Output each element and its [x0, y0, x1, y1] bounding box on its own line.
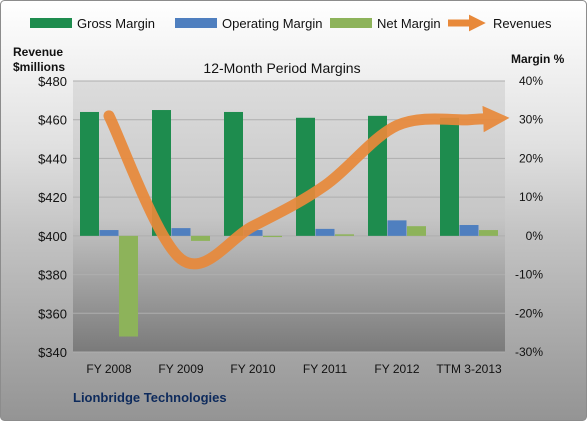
bar-net-margin [263, 235, 282, 238]
left-tick-label: $380 [38, 268, 67, 283]
bar-operating-margin [315, 228, 335, 236]
category-tick-label: FY 2011 [303, 362, 348, 376]
left-tick-label: $420 [38, 190, 67, 205]
bar-gross-margin [440, 117, 459, 236]
bar-operating-margin [243, 230, 263, 236]
legend-label-gross-margin: Gross Margin [77, 16, 155, 31]
bar-net-margin [191, 235, 210, 241]
bar-gross-margin [296, 117, 315, 236]
bar-net-margin [407, 226, 426, 236]
left-tick-label: $400 [38, 229, 67, 244]
bar-net-margin [335, 234, 354, 236]
footer-company: Lionbridge Technologies [73, 390, 227, 405]
line-revenues [103, 105, 510, 270]
plot-area [73, 81, 505, 352]
chart-title: 12-Month Period Margins [203, 60, 360, 76]
right-tick-label: -10% [515, 268, 543, 282]
right-tick-label: 0% [526, 229, 544, 243]
bar-operating-margin [99, 230, 119, 236]
legend-label-net-margin: Net Margin [377, 16, 441, 31]
bar-series [80, 110, 498, 337]
legend-label-revenues: Revenues [493, 16, 552, 31]
legend-swatch-gross-margin [30, 18, 72, 28]
left-tick-label: $340 [38, 345, 67, 360]
bar-operating-margin [171, 228, 191, 236]
category-tick-label: FY 2010 [230, 362, 275, 376]
legend-swatch-operating-margin [175, 18, 217, 28]
legend-swatch-net-margin [330, 18, 372, 28]
legend-label-operating-margin: Operating Margin [222, 16, 322, 31]
left-tick-label: $480 [38, 74, 67, 89]
right-tick-label: -20% [515, 306, 543, 320]
bar-gross-margin [80, 111, 99, 236]
bar-net-margin [479, 230, 498, 236]
left-tick-label: $460 [38, 113, 67, 128]
right-axis-ticks: -30% -20% -10% 0% 10% 20% 30% 40% [515, 74, 543, 359]
category-tick-label: FY 2008 [86, 362, 131, 376]
bar-operating-margin [387, 220, 407, 236]
left-axis-title-line1: Revenue [13, 45, 63, 59]
category-tick-label: FY 2009 [158, 362, 203, 376]
left-axis-title-line2: $millions [13, 60, 65, 74]
left-tick-label: $440 [38, 151, 67, 166]
category-tick-label: TTM 3-2013 [436, 362, 502, 376]
left-tick-label: $360 [38, 306, 67, 321]
right-tick-label: -30% [515, 345, 543, 359]
bar-gross-margin [224, 111, 243, 236]
revenue-line [103, 105, 510, 270]
right-tick-label: 30% [519, 113, 543, 127]
bar-gross-margin [152, 110, 171, 236]
bar-operating-margin [459, 225, 479, 236]
right-axis-title: Margin % [511, 52, 565, 66]
category-tick-label: FY 2012 [374, 362, 419, 376]
left-axis-ticks: $340 $360 $380 $400 $420 $440 $460 $480 [38, 74, 67, 360]
right-tick-label: 10% [519, 190, 543, 204]
right-tick-label: 20% [519, 151, 543, 165]
category-axis-ticks: FY 2008 FY 2009 FY 2010 FY 2011 FY 2012 TTM 3… [86, 362, 502, 376]
bar-net-margin [119, 235, 138, 337]
right-tick-label: 40% [519, 74, 543, 88]
legend: Gross Margin Operating Margin Net Margin Re… [30, 14, 552, 32]
